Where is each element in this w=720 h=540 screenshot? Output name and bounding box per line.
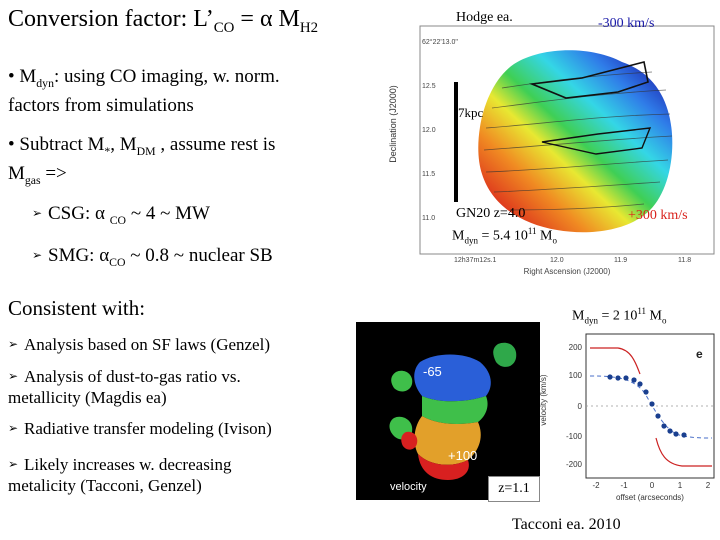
data-point <box>607 374 613 380</box>
arrow-bullet-icon: ➢ <box>32 206 43 220</box>
model-curve-lower <box>655 437 712 467</box>
clump-region <box>391 370 413 392</box>
vel-pos-label: +100 <box>448 448 477 463</box>
rc-xtick: -2 <box>592 481 600 490</box>
consistent-item: ➢ Analysis of dust-to-gas ratio vs. metal… <box>8 367 241 407</box>
rc-xtick: 0 <box>650 481 655 490</box>
clump-region <box>493 342 517 367</box>
scale-label: 7kpc <box>458 105 484 120</box>
velocity-pos-label: +300 km/s <box>628 208 688 223</box>
data-point <box>631 377 637 383</box>
arrow-bullet-icon: ➢ <box>8 369 19 383</box>
rc-xtick: 2 <box>706 481 711 490</box>
data-point <box>661 423 667 429</box>
arrow-bullet-icon: ➢ <box>8 457 19 471</box>
rc-ytick: 100 <box>569 371 583 380</box>
hodge-contour-outline <box>528 61 649 99</box>
arrow-bullet-icon: ➢ <box>8 421 19 435</box>
ra-tick: 11.9 <box>614 257 627 264</box>
dec-tick: 11.0 <box>422 215 435 222</box>
consistent-item: ➢ Likely increases w. decreasing metalici… <box>8 455 232 495</box>
hodge-contour-outline <box>541 127 652 155</box>
tacconi-mdyn: Mdyn = 2 1011 Mo <box>572 306 667 326</box>
rc-ytick: -200 <box>566 460 583 469</box>
hodge-velocity-map: Declination (J2000) 62°22'13.0" 12.5 12.… <box>388 25 715 276</box>
data-point <box>623 375 629 381</box>
tacconi-map-graphic: -65 +100 velocity <box>389 342 517 493</box>
data-point <box>637 381 643 387</box>
dec-tick: 12.0 <box>422 127 436 134</box>
bullet-mdyn: • Mdyn: using CO imaging, w. norm. facto… <box>8 66 280 116</box>
rc-xlabel: offset (arcseconds) <box>616 493 684 502</box>
slide-title: Conversion factor: L’CO = α MH2 <box>8 6 319 36</box>
model-curve-upper <box>590 347 641 375</box>
arrow-bullet-icon: ➢ <box>32 248 43 262</box>
hodge-xlabel: Right Ascension (J2000) <box>524 267 611 276</box>
rotation-curve-plot: velocity (km/s) 200 100 0 -100 -200 -2 -… <box>539 333 715 502</box>
scale-bar <box>454 82 458 202</box>
dec-tick: 11.5 <box>422 171 435 178</box>
redshift-region <box>418 454 469 480</box>
data-point <box>615 375 621 381</box>
data-points <box>607 374 687 438</box>
ra-tick: 12.0 <box>550 257 564 264</box>
data-point <box>655 413 661 419</box>
redshift-region <box>414 416 481 465</box>
ra-tick: 12h37m12s.1 <box>454 257 497 264</box>
consistent-item: ➢ Radiative transfer modeling (Ivison) <box>8 419 272 438</box>
rc-xtick: -1 <box>620 481 628 490</box>
rc-xtick: 1 <box>678 481 683 490</box>
ra-tick: 11.8 <box>678 257 691 264</box>
systemic-region <box>422 396 488 424</box>
data-point <box>643 389 649 395</box>
velocity-neg-label: -300 km/s <box>598 16 655 31</box>
bullet-subtract: • Subtract M*, MDM , assume rest is Mgas… <box>8 134 276 187</box>
map-label: velocity <box>390 481 427 493</box>
arrow-bullet-icon: ➢ <box>8 337 19 351</box>
dec-tick: 12.5 <box>422 83 436 90</box>
dec-tick: 62°22'13.0" <box>422 38 458 46</box>
sub-bullet-smg: ➢ SMG: αCO ~ 0.8 ~ nuclear SB <box>32 245 273 269</box>
consistent-item: ➢ Analysis based on SF laws (Genzel) <box>8 335 270 354</box>
rc-ytick: -100 <box>566 432 583 441</box>
hodge-mdyn: Mdyn = 5.4 1011 Mo <box>452 226 557 246</box>
hodge-ylabel: Declination (J2000) <box>388 85 398 163</box>
data-point <box>649 401 655 407</box>
hodge-ref: Hodge ea. <box>456 10 513 25</box>
sub-bullet-csg: ➢ CSG: α CO ~ 4 ~ MW <box>32 203 210 227</box>
velocity-field <box>478 50 673 233</box>
tacconi-credit: Tacconi ea. 2010 <box>512 516 621 533</box>
clump-region <box>401 431 418 450</box>
vel-neg-label: -65 <box>423 364 442 379</box>
rc-ytick: 200 <box>569 343 583 352</box>
data-point <box>673 431 679 437</box>
data-point <box>667 428 673 434</box>
rc-ytick: 0 <box>578 402 583 411</box>
redshift-label: z=1.1 <box>488 476 540 502</box>
consistent-heading: Consistent with: <box>8 296 146 320</box>
rc-ylabel: velocity (km/s) <box>539 374 548 425</box>
panel-letter: e <box>696 347 703 361</box>
rc-frame <box>585 333 715 479</box>
velocity-contours <box>483 71 673 211</box>
blueshift-region <box>414 354 491 402</box>
data-point <box>681 432 687 438</box>
galaxy-name: GN20 z=4.0 <box>456 206 526 221</box>
